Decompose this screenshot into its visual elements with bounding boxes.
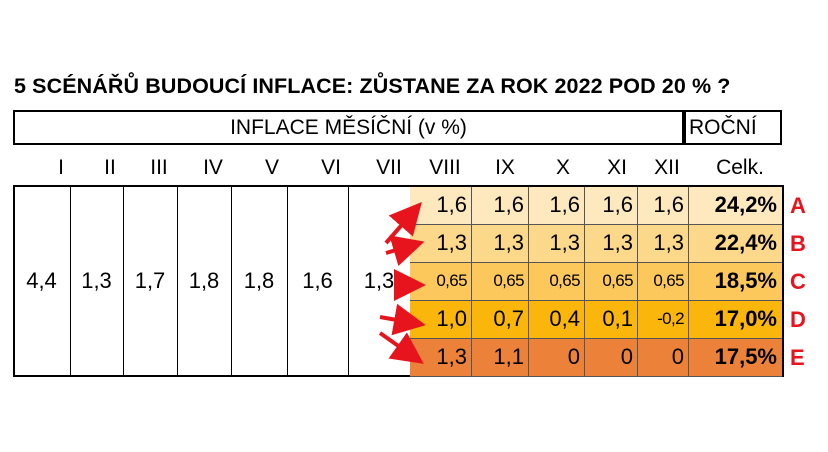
month-label-1: I	[58, 156, 64, 179]
scenario-A-cell-XII: 1,6	[638, 187, 689, 225]
scenario-E-cell-IX: 1,1	[472, 339, 529, 377]
scenario-C-total: 18,5%	[689, 263, 782, 301]
scenario-E-cell-XII: 0	[638, 339, 689, 377]
column-divider	[348, 185, 349, 377]
scenario-D-cell-VIII: 1,0	[410, 301, 472, 339]
known-value-IV: 1,8	[188, 268, 220, 293]
scenario-A-cell-XI: 1,6	[585, 187, 638, 225]
scenario-A-cell-X: 1,6	[529, 187, 585, 225]
scenario-C-cell-XI: 0,65	[585, 263, 638, 301]
scenario-A-cell-VIII: 1,6	[410, 187, 472, 225]
known-value-I: 4,4	[26, 268, 57, 293]
header-annual: ROČNÍ	[684, 110, 782, 145]
scenario-label-C: C	[790, 269, 806, 294]
scenario-C-cell-X: 0,65	[529, 263, 585, 301]
scenario-E-cell-XI: 0	[585, 339, 638, 377]
month-label-3: III	[150, 156, 168, 179]
known-value-VI: 1,6	[302, 268, 333, 293]
month-label-12: XII	[654, 156, 680, 179]
month-label-5: V	[264, 156, 279, 179]
column-divider	[287, 185, 288, 377]
scenario-label-E: E	[790, 345, 805, 370]
chart-title: 5 SCÉNÁŘŮ BUDOUCÍ INFLACE: ZŮSTANE ZA RO…	[14, 74, 731, 98]
scenario-A-cell-IX: 1,6	[472, 187, 529, 225]
month-label-8: VIII	[429, 156, 461, 179]
known-value-V: 1,8	[243, 268, 275, 293]
scenario-D-cell-XI: 0,1	[585, 301, 638, 339]
column-divider	[70, 185, 71, 377]
scenario-C-cell-VIII: 0,65	[410, 263, 472, 301]
known-value-VII: 1,3	[363, 268, 395, 293]
scenario-D-cell-X: 0,4	[529, 301, 585, 339]
scenario-label-D: D	[790, 307, 806, 332]
known-value-III: 1,7	[134, 268, 166, 293]
month-label-7: VII	[376, 156, 402, 179]
known-value-II: 1,3	[81, 268, 112, 293]
scenario-E-cell-X: 0	[529, 339, 585, 377]
header-monthly-inflation: INFLACE MĚSÍČNÍ (v %)	[13, 110, 684, 145]
month-label-9: IX	[495, 156, 515, 179]
scenario-B-total: 22,4%	[689, 225, 782, 263]
column-divider	[231, 185, 232, 377]
scenario-B-cell-X: 1,3	[529, 225, 585, 263]
scenario-label-A: A	[790, 193, 806, 218]
scenario-C-cell-IX: 0,65	[472, 263, 529, 301]
scenario-B-cell-XI: 1,3	[585, 225, 638, 263]
month-label-2: II	[104, 156, 116, 179]
scenario-B-cell-IX: 1,3	[472, 225, 529, 263]
scenario-E-total: 17,5%	[689, 339, 782, 377]
scenario-A-total: 24,2%	[689, 187, 782, 225]
scenario-B-cell-VIII: 1,3	[410, 225, 472, 263]
month-label-10: X	[555, 156, 570, 179]
scenario-label-B: B	[790, 231, 806, 256]
scenario-C-cell-XII: 0,65	[638, 263, 689, 301]
column-divider	[177, 185, 178, 377]
scenario-D-cell-XII: -0,2	[638, 301, 689, 339]
total-column-label: Celk.	[716, 156, 764, 179]
scenario-D-total: 17,0%	[689, 301, 782, 339]
table-frame	[13, 185, 784, 377]
column-divider	[123, 185, 124, 377]
scenario-E-cell-VIII: 1,3	[410, 339, 472, 377]
month-label-6: VI	[321, 156, 341, 179]
scenario-B-cell-XII: 1,3	[638, 225, 689, 263]
month-label-4: IV	[203, 156, 223, 179]
scenario-D-cell-IX: 0,7	[472, 301, 529, 339]
month-label-11: XI	[607, 156, 627, 179]
